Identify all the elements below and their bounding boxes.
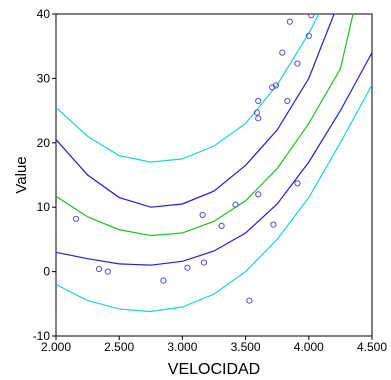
data-point (272, 82, 280, 89)
data-point (284, 97, 291, 105)
data-point (294, 60, 301, 67)
data-point (279, 49, 286, 56)
fit-line (56, 14, 354, 237)
data-point (308, 14, 315, 19)
fit-line (56, 14, 335, 208)
fit-line (56, 84, 372, 313)
y-tick-label: -10 (33, 329, 51, 343)
data-point (95, 265, 103, 273)
data-point (200, 259, 207, 266)
y-tick-label: 10 (37, 200, 51, 214)
data-point (305, 32, 312, 39)
data-point (294, 180, 301, 187)
data-point (184, 264, 191, 271)
x-tick-label: 2.500 (104, 340, 134, 354)
data-point (286, 18, 293, 25)
x-tick-label: 4.000 (294, 340, 324, 354)
data-point (246, 297, 253, 304)
y-tick-label: 0 (43, 265, 50, 279)
data-point (255, 191, 262, 198)
x-tick-label: 4.500 (357, 340, 387, 354)
x-tick-label: 2.000 (41, 340, 71, 354)
data-point (253, 109, 261, 116)
plot-area (56, 14, 372, 313)
y-tick-label: 40 (37, 7, 51, 21)
data-point (232, 201, 239, 208)
plot-frame (55, 13, 373, 337)
fit-line (56, 14, 320, 163)
data-point (199, 211, 206, 219)
x-tick-label: 3.500 (231, 340, 261, 354)
data-point (72, 215, 80, 222)
data-point (160, 277, 167, 284)
data-point (104, 268, 111, 275)
data-point (255, 97, 262, 105)
y-axis-label: Value (13, 156, 30, 193)
data-point (218, 222, 225, 229)
y-tick-label: 30 (37, 71, 51, 85)
y-tick-label: 20 (37, 136, 51, 150)
data-point (270, 221, 277, 228)
x-axis-label: VELOCIDAD (168, 361, 260, 378)
data-point (255, 115, 262, 122)
x-tick-label: 3.000 (167, 340, 197, 354)
fit-line (56, 52, 372, 266)
